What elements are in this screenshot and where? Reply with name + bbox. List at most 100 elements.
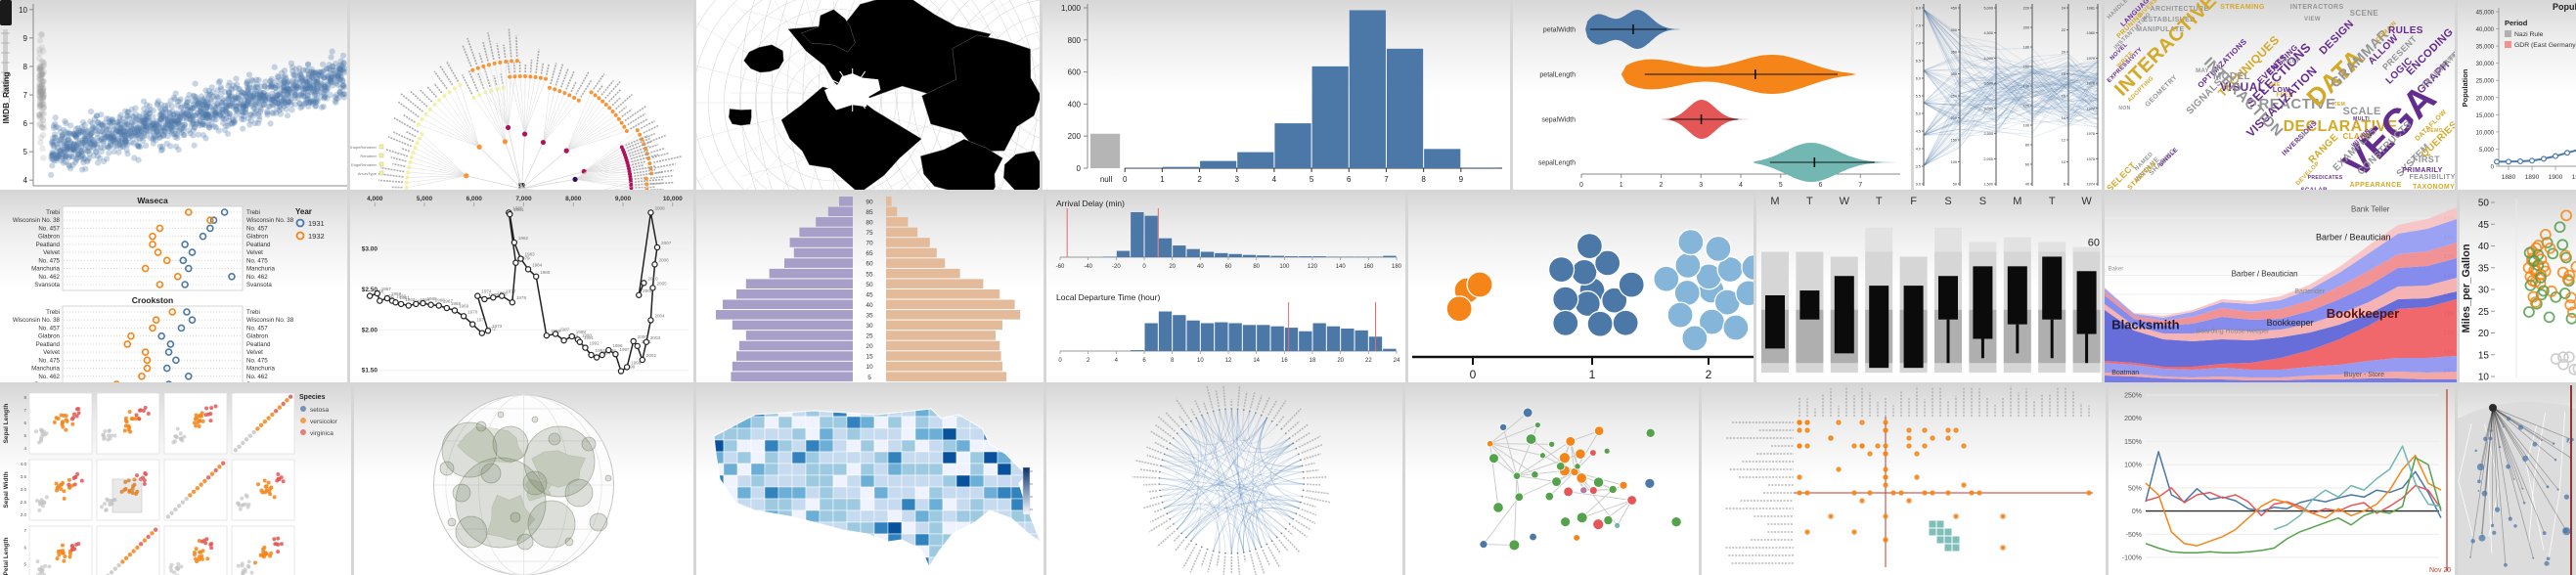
thumb-stock-returns-multiline[interactable]: 250% 200% 150% 100% 50% 0% -50% -100% Nov 20: [2109, 385, 2455, 575]
svg-text:40,000: 40,000: [2476, 27, 2495, 33]
svg-text:Year: Year: [295, 207, 312, 216]
imdb-histogram-chart: 0 200 400 600 800 1,000 null 0 1 2 3 4 5 6 7 8 9: [1061, 4, 1502, 184]
svg-text:5.0: 5.0: [1916, 112, 1921, 116]
svg-text:6: 6: [1142, 358, 1146, 364]
svg-text:7.5: 7.5: [1916, 24, 1921, 28]
svg-text:50%: 50%: [2128, 485, 2142, 492]
svg-text:Svansota: Svansota: [246, 282, 272, 288]
thumb-imdb-scatter[interactable]: 4 5 6 7 8 9 10 IMDB_Rating: [0, 0, 347, 190]
svg-text:Wisconsin No. 38: Wisconsin No. 38: [246, 217, 294, 224]
cloud-word: SCENE: [2349, 8, 2379, 18]
cloud-word: ARCHITECTURE: [2150, 5, 2209, 13]
svg-text:5: 5: [23, 148, 28, 156]
thumb-us-choropleth[interactable]: [696, 385, 1044, 575]
thumb-globe-bubbles[interactable]: [354, 385, 693, 575]
svg-text:1991: 1991: [584, 335, 595, 340]
thumb-parallel-coordinates[interactable]: 3.0 3.5 4.0 4.5 5.0 5.5 6.0 6.5 7.0 7.5 8.0 50 100 15…: [1914, 0, 2102, 190]
svg-text:F: F: [1910, 196, 1917, 207]
thumb-mpg-scatter[interactable]: 50 45 40 35 30 25 20 15 10 Miles_per_Gallon: [2460, 193, 2576, 382]
svg-text:7: 7: [1384, 175, 1389, 184]
svg-text:Glabron: Glabron: [38, 234, 61, 241]
thumb-crossfilter-histograms[interactable]: Arrival Delay (min) -60 -40 -20 0 20 40 60 80 100…: [1046, 193, 1405, 382]
cloud-word: NON: [2118, 105, 2131, 111]
svg-text:1910: 1910: [2572, 174, 2576, 181]
svg-text:M: M: [1770, 196, 1779, 207]
svg-text:4.0: 4.0: [1916, 148, 1921, 152]
svg-text:5.5: 5.5: [1916, 95, 1921, 99]
svg-text:virginica: virginica: [310, 430, 333, 437]
svg-text:Bookkeeper: Bookkeeper: [2327, 306, 2399, 321]
svg-text:9: 9: [23, 34, 28, 43]
thumb-job-streamgraph[interactable]: 4.5%4.0%3.5%3.0%2.5%2.0%1.5%1.0%0.5%Blac…: [2105, 193, 2457, 382]
cloud-word: MAY: [2196, 67, 2210, 74]
thumb-weather-forecast[interactable]: MTWTFSSMTW6040: [1756, 193, 2102, 382]
thumb-population-line[interactable]: 0 5,000 10,000 15,000 20,000 25,000 30,000 35,0…: [2458, 0, 2576, 190]
svg-text:2004: 2004: [654, 313, 665, 318]
svg-text:$3.00: $3.00: [362, 246, 378, 253]
svg-text:1989: 1989: [576, 330, 587, 334]
svg-text:300: 300: [1951, 72, 1957, 76]
thumb-dot-plot-groups[interactable]: 0 1 2: [1408, 193, 1754, 382]
svg-text:Wisconsin No. 38: Wisconsin No. 38: [13, 317, 61, 324]
cloud-word: RULES: [2387, 25, 2423, 37]
cloud-word: USE: [2269, 82, 2281, 89]
svg-text:40: 40: [2025, 183, 2029, 187]
thumb-imdb-histogram[interactable]: 0 200 400 600 800 1,000 null 0 1 2 3 4 5 6 7 8 9: [1043, 0, 1510, 190]
thumb-force-graph[interactable]: [1405, 385, 1699, 575]
svg-text:20: 20: [1169, 264, 1176, 270]
thumb-iris-splom[interactable]: Species setosa versicolor virginica Sepal Le…: [0, 385, 351, 575]
svg-text:1967: 1967: [443, 299, 454, 304]
svg-text:Baker: Baker: [2109, 267, 2124, 273]
svg-text:30: 30: [866, 323, 873, 330]
svg-text:ShapeRenderer: ShapeRenderer: [350, 145, 378, 150]
svg-text:Barber / Beautician: Barber / Beautician: [2232, 269, 2298, 278]
cloud-word: PRIMARILY: [2402, 166, 2443, 174]
thumb-barley-trellis[interactable]: Waseca Trebi Trebi Wisconsin No. 38 Wisconsi…: [0, 193, 347, 382]
thumb-airport-connections[interactable]: [2458, 385, 2576, 575]
svg-text:Bank Teller: Bank Teller: [2351, 204, 2390, 213]
svg-text:1976: 1976: [2087, 132, 2095, 136]
svg-text:70: 70: [866, 241, 873, 247]
svg-text:Glabron: Glabron: [38, 333, 61, 340]
svg-text:7,000: 7,000: [515, 196, 532, 202]
thumb-edge-bundling[interactable]: [1046, 385, 1402, 575]
thumb-population-pyramid[interactable]: 908580757065605550454035302520151050: [696, 193, 1044, 382]
svg-text:140: 140: [1336, 264, 1347, 270]
svg-text:22: 22: [1365, 358, 1372, 364]
svg-text:3,000: 3,000: [1983, 107, 1993, 111]
cloud-word: RELY: [2283, 59, 2300, 66]
svg-text:petalLength: petalLength: [1539, 72, 1576, 79]
svg-text:petalWidth: petalWidth: [1543, 27, 1576, 34]
svg-text:Manchuria: Manchuria: [246, 266, 275, 273]
stock-returns-multiline-chart: 250% 200% 150% 100% 50% 0% -50% -100% Nov 20: [2122, 389, 2451, 574]
svg-text:400: 400: [1951, 28, 1957, 32]
svg-text:45: 45: [2478, 220, 2490, 231]
svg-text:350: 350: [1951, 51, 1957, 55]
thumb-driving-connected-scatter[interactable]: 4,000 5,000 6,000 7,000 8,000 9,000 10,000 $1.5…: [350, 193, 693, 382]
svg-text:2005: 2005: [656, 281, 667, 286]
svg-text:4,000: 4,000: [1983, 57, 1993, 61]
svg-text:10: 10: [2062, 160, 2065, 164]
svg-text:100%: 100%: [2124, 463, 2142, 469]
svg-text:3,500: 3,500: [1983, 82, 1993, 86]
svg-text:60: 60: [1225, 264, 1232, 270]
crossfilter-histograms-chart: Arrival Delay (min)-60 -40 -20 0 20 40 60 80 100…: [1056, 199, 1402, 364]
thumb-world-map[interactable]: [696, 0, 1040, 190]
svg-text:-50%: -50%: [2126, 532, 2142, 539]
svg-text:75: 75: [866, 230, 873, 237]
svg-text:Wisconsin No. 38: Wisconsin No. 38: [13, 217, 61, 224]
cloud-word: SCALE: [2342, 105, 2381, 117]
cloud-word: DECLARATIVE: [2283, 118, 2398, 136]
thumb-adjacency-matrix[interactable]: [1702, 385, 2106, 575]
svg-text:35,000: 35,000: [2476, 45, 2495, 51]
thumb-word-cloud[interactable]: ARCHITECTURE STREAMING INTERACTORS SCENE EST…: [2105, 0, 2455, 190]
thumb-radial-tree[interactable]: ShapeRenderer Renderer EdgeRenderer ArrowTy…: [350, 0, 693, 190]
svg-text:2.5: 2.5: [21, 500, 27, 505]
thumb-violin-plot[interactable]: 0 1 2 3 4 5 6 7 petalWidth petalLength sepalWidth s…: [1513, 0, 1911, 190]
svg-text:20: 20: [2478, 329, 2490, 339]
force-graph-chart: [1479, 407, 1682, 552]
svg-text:Sepal Width: Sepal Width: [3, 471, 10, 508]
adjacency-matrix-chart: [1725, 385, 2093, 567]
